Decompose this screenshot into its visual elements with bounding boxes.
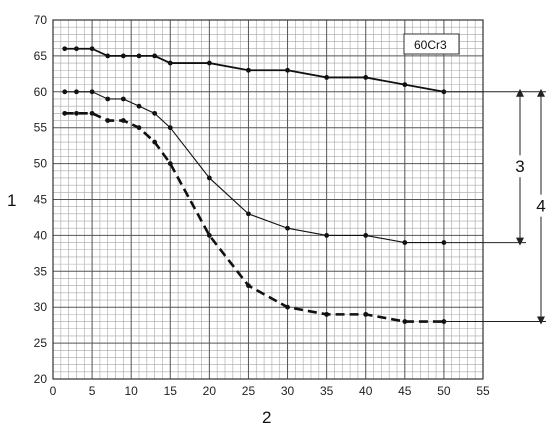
legend-box: 60Cr3 bbox=[403, 33, 460, 55]
y-tick-label: 30 bbox=[34, 300, 48, 314]
series-line-3 bbox=[64, 112, 444, 323]
series-group bbox=[62, 46, 447, 324]
data-point bbox=[152, 53, 158, 59]
data-point bbox=[167, 161, 173, 167]
data-point bbox=[363, 75, 369, 80]
data-point bbox=[105, 53, 111, 59]
grid-major bbox=[52, 19, 484, 380]
data-point bbox=[285, 67, 290, 73]
x-tick-label: 30 bbox=[281, 384, 295, 398]
x-tick-label: 0 bbox=[50, 384, 57, 398]
x-tick-label: 55 bbox=[476, 384, 490, 398]
data-point bbox=[206, 233, 212, 238]
data-point bbox=[136, 103, 142, 109]
y-tick-label: 60 bbox=[34, 85, 48, 99]
data-point bbox=[246, 211, 251, 217]
x-tick-label: 20 bbox=[203, 384, 217, 398]
y-tick-label: 25 bbox=[34, 336, 48, 350]
y-tick-label: 40 bbox=[34, 228, 48, 242]
data-point bbox=[89, 89, 95, 95]
plot-frame bbox=[52, 19, 484, 380]
x-tick-label: 5 bbox=[89, 384, 96, 398]
dimension-label-4: 4 bbox=[536, 197, 545, 216]
y-tick-label: 50 bbox=[34, 157, 48, 171]
y-tick-label: 35 bbox=[34, 264, 48, 278]
data-point bbox=[363, 311, 369, 317]
data-point bbox=[324, 233, 330, 238]
data-point bbox=[62, 89, 68, 95]
x-axis-label: 2 bbox=[262, 408, 271, 427]
y-tick-label: 20 bbox=[34, 372, 48, 386]
data-point bbox=[246, 67, 251, 73]
data-point bbox=[152, 139, 158, 145]
x-tick-label: 10 bbox=[125, 384, 139, 398]
data-point bbox=[167, 125, 173, 131]
data-point bbox=[62, 110, 68, 116]
data-point bbox=[74, 89, 79, 95]
data-point bbox=[89, 110, 95, 116]
y-tick-label: 70 bbox=[34, 13, 48, 27]
y-tick-label: 65 bbox=[34, 49, 48, 63]
data-point bbox=[74, 46, 79, 52]
series-line-2 bbox=[64, 91, 444, 244]
data-point bbox=[363, 233, 369, 238]
data-point bbox=[285, 304, 290, 310]
y-tick-label: 55 bbox=[34, 121, 48, 135]
x-tick-label: 50 bbox=[437, 384, 451, 398]
x-tick-labels: 0 5 10 15 20 25 30 35 40 45 50 55 bbox=[50, 384, 490, 398]
data-point bbox=[285, 225, 290, 231]
x-tick-label: 40 bbox=[359, 384, 373, 398]
data-point bbox=[89, 46, 95, 52]
x-tick-label: 25 bbox=[242, 384, 256, 398]
y-axis-label: 1 bbox=[7, 191, 16, 210]
data-point bbox=[136, 125, 142, 131]
data-point bbox=[62, 46, 68, 52]
data-point bbox=[105, 118, 111, 123]
data-point bbox=[402, 240, 408, 245]
data-point bbox=[402, 319, 408, 324]
data-point bbox=[206, 175, 212, 181]
legend-label: 60Cr3 bbox=[414, 38, 447, 52]
dimension-label-3: 3 bbox=[515, 157, 524, 176]
data-point bbox=[105, 96, 111, 102]
data-point bbox=[136, 53, 142, 59]
y-tick-labels: 20 25 30 35 40 45 50 55 60 65 70 bbox=[34, 13, 48, 386]
data-point bbox=[324, 311, 330, 317]
x-tick-label: 45 bbox=[398, 384, 412, 398]
data-point bbox=[324, 75, 330, 80]
x-tick-label: 35 bbox=[320, 384, 334, 398]
data-point bbox=[74, 110, 79, 116]
data-point bbox=[152, 110, 158, 116]
data-point bbox=[120, 53, 126, 59]
annotations: 34 bbox=[443, 88, 550, 325]
x-tick-label: 15 bbox=[164, 384, 178, 398]
y-tick-label: 45 bbox=[34, 193, 48, 207]
data-point bbox=[246, 283, 251, 289]
data-point bbox=[167, 60, 173, 66]
data-point bbox=[120, 96, 126, 102]
data-point bbox=[120, 118, 126, 123]
data-point bbox=[206, 60, 212, 66]
data-point bbox=[402, 82, 408, 88]
